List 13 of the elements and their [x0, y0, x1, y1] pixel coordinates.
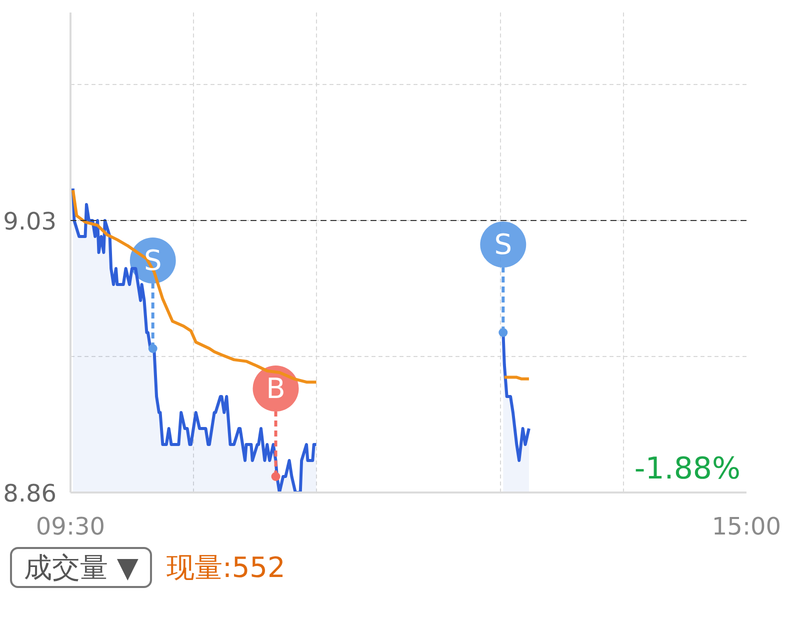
x-tick-label: 09:30 [36, 512, 106, 540]
x-tick-label: 15:00 [712, 512, 782, 540]
annotation: S [494, 228, 512, 261]
text: 成交量 ▼ [10, 547, 152, 588]
text: 现量:552 [166, 551, 286, 584]
annotation: -1.88% [634, 452, 741, 486]
y-tick-label: 8.86 [3, 480, 56, 508]
point [498, 328, 508, 337]
y-tick-label: 9.03 [3, 208, 56, 236]
point [271, 472, 280, 481]
annotation: B [266, 372, 286, 405]
point [148, 344, 158, 353]
annotation: S [144, 244, 162, 277]
